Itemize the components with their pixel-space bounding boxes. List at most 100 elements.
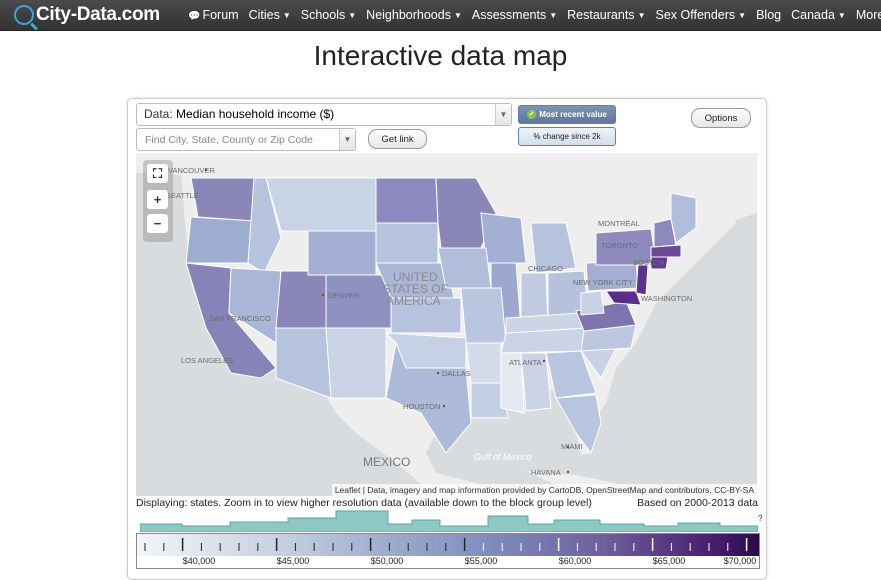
state-west-virginia[interactable] bbox=[580, 290, 605, 316]
site-logo[interactable]: City-Data.com bbox=[14, 2, 160, 28]
leaflet-link[interactable]: Leaflet bbox=[334, 485, 361, 495]
color-legend[interactable]: $40,000 $45,000 $50,000 $55,000 $60,000 … bbox=[136, 533, 760, 569]
state-georgia[interactable] bbox=[545, 350, 597, 399]
nav-sex-offenders[interactable]: Sex Offenders ▼ bbox=[655, 8, 746, 22]
map-panel: Data: Median household income ($) ▼ Find… bbox=[127, 98, 767, 580]
tick-label: $40,000 bbox=[182, 556, 216, 566]
label-chicago: CHICAGO bbox=[528, 264, 563, 273]
search-placeholder: Find City, State, County or Zip Code bbox=[145, 134, 313, 146]
label-denver: DENVER bbox=[328, 291, 360, 300]
state-alabama[interactable] bbox=[520, 352, 552, 412]
nav-label: Canada bbox=[791, 8, 835, 22]
state-louisiana[interactable] bbox=[470, 382, 509, 419]
map-labels-layer: VANCOUVER SEATTLE MONTRÉAL TORONTO BOSTO… bbox=[166, 166, 692, 477]
nav-canada[interactable]: Canada ▼ bbox=[791, 8, 846, 22]
label-united: UNITED bbox=[393, 270, 438, 284]
location-search-input[interactable]: Find City, State, County or Zip Code ▼ bbox=[136, 128, 356, 151]
state-kansas[interactable] bbox=[390, 297, 462, 334]
nav-schools[interactable]: Schools ▼ bbox=[301, 8, 356, 22]
nav-label: Assessments bbox=[471, 8, 547, 22]
data-value: Median household income ($) bbox=[176, 107, 335, 121]
attribution-text-2: and contributors, bbox=[648, 485, 712, 495]
state-new-jersey[interactable] bbox=[635, 264, 649, 296]
state-vermont-nh[interactable] bbox=[653, 218, 677, 248]
state-oregon[interactable] bbox=[185, 216, 255, 264]
tick-label: $45,000 bbox=[276, 556, 310, 566]
state-maryland[interactable] bbox=[605, 290, 642, 306]
nav-blog[interactable]: Blog bbox=[756, 8, 781, 22]
toggle-label: Most recent value bbox=[539, 110, 607, 119]
income-histogram bbox=[140, 510, 758, 532]
data-prefix: Data: bbox=[144, 107, 173, 121]
states-layer[interactable] bbox=[185, 177, 697, 455]
most-recent-value-toggle[interactable]: ✓ Most recent value bbox=[518, 105, 616, 124]
nav-label: Neighborhoods bbox=[366, 8, 451, 22]
data-years-note: Based on 2000-2013 data bbox=[637, 497, 758, 509]
nav-forum[interactable]: 💬 Forum bbox=[188, 8, 239, 22]
label-toronto: TORONTO bbox=[601, 241, 638, 250]
displaying-status: Displaying: states. Zoom in to view high… bbox=[136, 497, 592, 509]
state-arizona[interactable] bbox=[275, 327, 332, 399]
get-link-button[interactable]: Get link bbox=[368, 129, 427, 149]
label-montreal: MONTRÉAL bbox=[598, 219, 640, 228]
nav-assessments[interactable]: Assessments ▼ bbox=[472, 8, 557, 22]
state-utah[interactable] bbox=[275, 270, 327, 329]
legend-gradient bbox=[137, 534, 759, 556]
chevron-down-icon[interactable]: ▼ bbox=[495, 104, 511, 125]
state-colorado[interactable] bbox=[325, 274, 392, 329]
histogram-shape bbox=[140, 510, 758, 532]
fit-bounds-icon[interactable]: ⛶ bbox=[147, 164, 168, 183]
state-new-york[interactable] bbox=[595, 228, 657, 266]
state-arkansas[interactable] bbox=[465, 342, 502, 384]
nav-more[interactable]: More▼ bbox=[856, 8, 881, 22]
magnifier-logo-icon bbox=[14, 5, 34, 25]
state-texas[interactable] bbox=[385, 341, 472, 454]
main-nav: 💬 Forum Cities ▼ Schools ▼ Neighborhoods ▼ A… bbox=[188, 0, 881, 30]
pct-change-toggle[interactable]: % change since 2k bbox=[518, 127, 616, 146]
caret-down-icon: ▼ bbox=[549, 11, 558, 20]
data-variable-select[interactable]: Data: Median household income ($) ▼ bbox=[136, 103, 512, 126]
chevron-down-icon[interactable]: ▼ bbox=[339, 129, 355, 150]
state-washington[interactable] bbox=[190, 177, 255, 222]
nav-restaurants[interactable]: Restaurants ▼ bbox=[567, 8, 645, 22]
label-new-york: NEW YORK CITY bbox=[573, 278, 633, 287]
help-icon[interactable]: ? bbox=[758, 514, 763, 523]
label-los-angeles: LOS ANGELES bbox=[181, 356, 233, 365]
state-florida[interactable] bbox=[555, 394, 602, 455]
nav-neighborhoods[interactable]: Neighborhoods ▼ bbox=[366, 8, 462, 22]
label-havana: HAVANA bbox=[531, 468, 561, 477]
nav-label: Forum bbox=[202, 8, 239, 22]
label-states-of: STATES OF bbox=[383, 282, 448, 296]
label-san-francisco: SAN FRANCISCO bbox=[209, 314, 271, 323]
osm-link[interactable]: OpenStreetMap bbox=[586, 485, 647, 495]
label-washington: WASHINGTON bbox=[641, 294, 692, 303]
state-north-dakota[interactable] bbox=[375, 177, 439, 224]
logo-text: City-Data.com bbox=[36, 4, 160, 25]
nav-label: Cities bbox=[248, 8, 280, 22]
choropleth-map[interactable]: VANCOUVER SEATTLE MONTRÉAL TORONTO BOSTO… bbox=[136, 153, 757, 496]
cartodb-link[interactable]: CartoDB bbox=[548, 485, 582, 495]
zoom-control: ⛶ + − bbox=[143, 160, 173, 242]
state-michigan[interactable] bbox=[530, 222, 577, 274]
state-idaho[interactable] bbox=[247, 177, 282, 274]
state-wisconsin[interactable] bbox=[480, 212, 527, 264]
state-wyoming[interactable] bbox=[307, 230, 377, 276]
zoom-in-button[interactable]: + bbox=[147, 190, 168, 209]
label-seattle: SEATTLE bbox=[166, 191, 199, 200]
zoom-out-button[interactable]: − bbox=[147, 214, 168, 233]
state-new-mexico[interactable] bbox=[325, 327, 387, 399]
chat-bubble-icon: 💬 bbox=[188, 11, 201, 22]
nav-label: Schools bbox=[300, 8, 346, 22]
tick-label: $50,000 bbox=[370, 556, 404, 566]
state-missouri[interactable] bbox=[460, 287, 507, 344]
map-canvas[interactable]: VANCOUVER SEATTLE MONTRÉAL TORONTO BOSTO… bbox=[136, 153, 757, 496]
state-montana[interactable] bbox=[265, 177, 377, 232]
state-maine[interactable] bbox=[670, 192, 697, 244]
state-south-dakota[interactable] bbox=[375, 222, 439, 264]
page-title: Interactive data map bbox=[313, 40, 568, 71]
options-button[interactable]: Options bbox=[691, 108, 751, 128]
tick-label: $65,000 bbox=[652, 556, 686, 566]
attribution-text: | Data, imagery and map information prov… bbox=[362, 485, 547, 495]
license-link[interactable]: CC-BY-SA bbox=[714, 485, 754, 495]
nav-cities[interactable]: Cities ▼ bbox=[249, 8, 291, 22]
